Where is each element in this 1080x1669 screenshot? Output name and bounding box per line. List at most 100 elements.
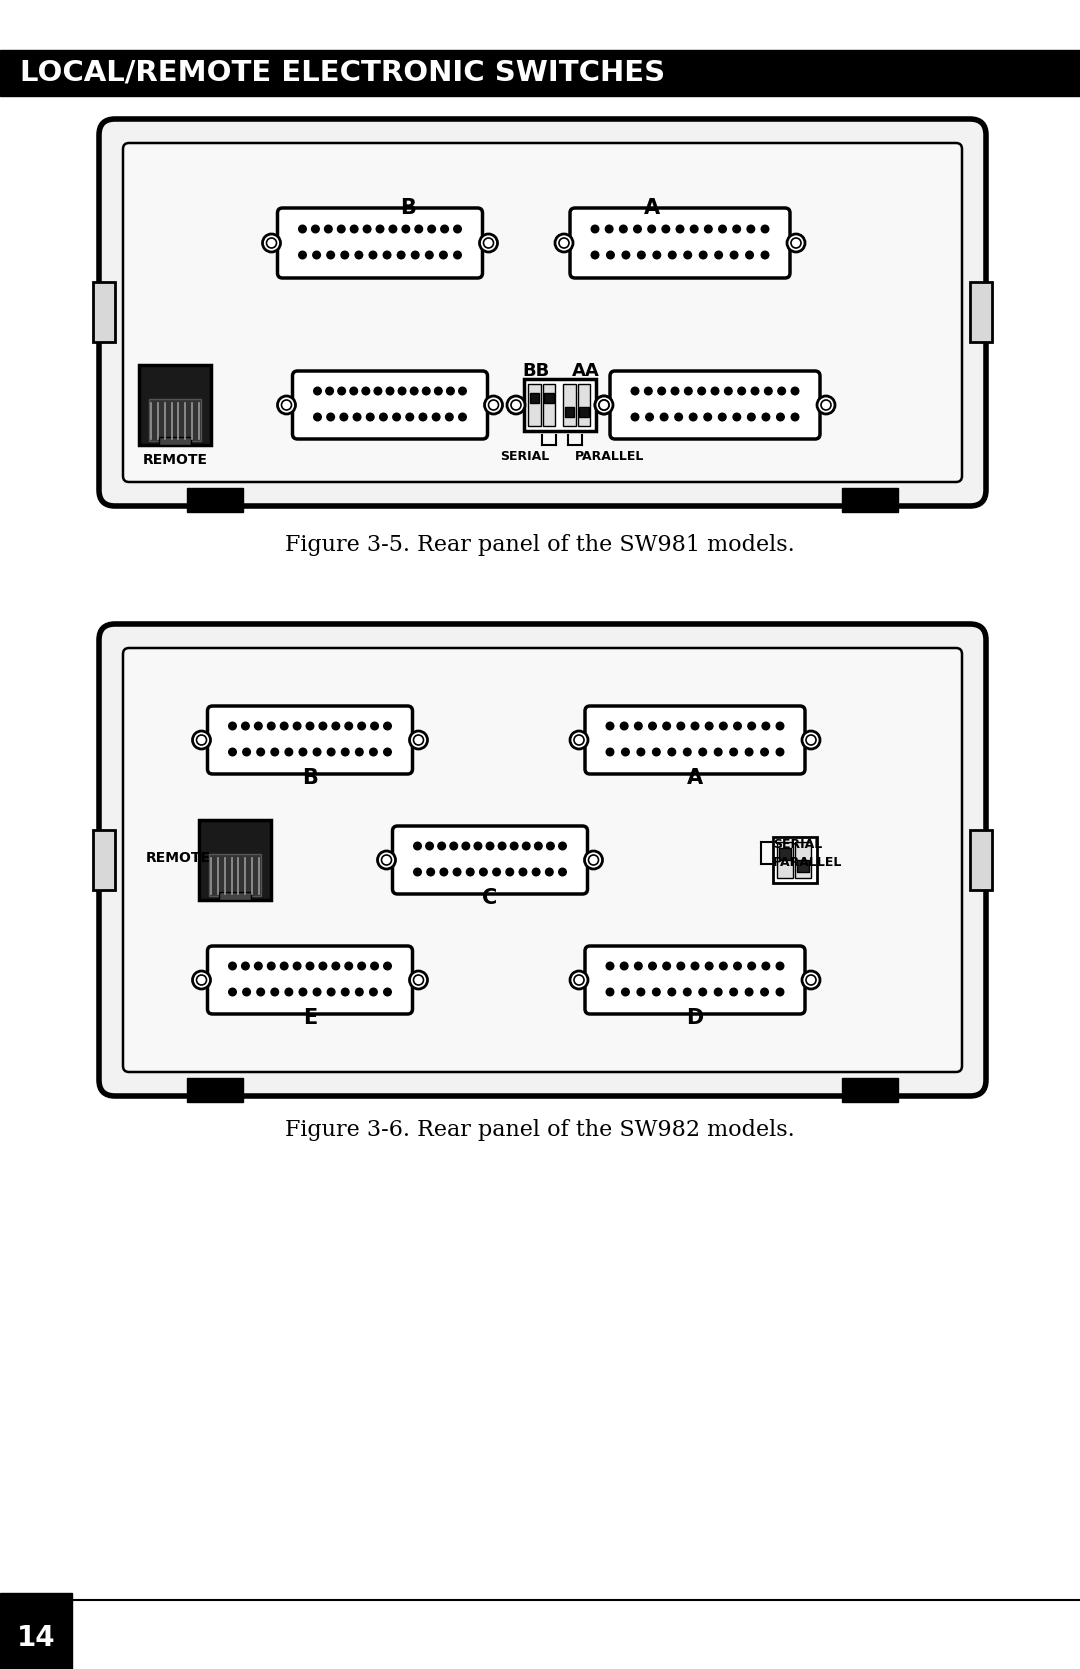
Circle shape <box>523 843 530 850</box>
Circle shape <box>653 252 661 259</box>
Text: E: E <box>302 1008 318 1028</box>
Circle shape <box>689 414 697 421</box>
Circle shape <box>733 723 741 729</box>
Circle shape <box>229 963 237 970</box>
Circle shape <box>383 252 391 259</box>
Circle shape <box>242 963 249 970</box>
Circle shape <box>229 748 237 756</box>
Circle shape <box>379 414 388 421</box>
Circle shape <box>294 723 301 729</box>
Circle shape <box>648 225 656 232</box>
Circle shape <box>370 963 378 970</box>
Circle shape <box>454 225 461 232</box>
Circle shape <box>787 234 805 252</box>
Circle shape <box>511 401 521 411</box>
Circle shape <box>631 387 638 396</box>
Bar <box>565 407 573 417</box>
Circle shape <box>243 988 251 996</box>
Circle shape <box>414 734 423 744</box>
Circle shape <box>646 414 653 421</box>
Circle shape <box>705 963 713 970</box>
Circle shape <box>606 225 613 232</box>
Circle shape <box>762 723 770 729</box>
Text: AA: AA <box>572 362 599 381</box>
Circle shape <box>319 723 327 729</box>
Circle shape <box>730 748 738 756</box>
Bar <box>777 841 793 878</box>
Circle shape <box>341 252 349 259</box>
Bar <box>149 399 201 441</box>
Circle shape <box>725 387 732 396</box>
Circle shape <box>422 387 430 396</box>
Circle shape <box>324 225 333 232</box>
Circle shape <box>705 723 713 729</box>
Bar <box>187 1078 243 1102</box>
Circle shape <box>197 975 206 985</box>
Circle shape <box>765 387 772 396</box>
Text: Figure 3-5. Rear panel of the SW981 models.: Figure 3-5. Rear panel of the SW981 mode… <box>285 534 795 556</box>
Circle shape <box>257 988 265 996</box>
Bar <box>578 384 590 426</box>
Circle shape <box>383 988 391 996</box>
Circle shape <box>363 225 370 232</box>
Circle shape <box>362 387 369 396</box>
Circle shape <box>285 748 293 756</box>
Circle shape <box>791 239 801 249</box>
Circle shape <box>777 748 784 756</box>
Circle shape <box>745 988 753 996</box>
Bar <box>544 392 554 402</box>
Bar <box>210 855 261 896</box>
Bar <box>529 392 539 402</box>
Circle shape <box>446 414 454 421</box>
Circle shape <box>484 239 494 249</box>
Circle shape <box>761 225 769 232</box>
Circle shape <box>777 988 784 996</box>
Circle shape <box>718 414 726 421</box>
Circle shape <box>427 868 434 876</box>
Circle shape <box>229 988 237 996</box>
Bar <box>528 384 540 426</box>
Circle shape <box>374 387 381 396</box>
Circle shape <box>255 723 262 729</box>
Circle shape <box>691 723 699 729</box>
Circle shape <box>691 963 699 970</box>
Circle shape <box>662 225 670 232</box>
Circle shape <box>733 414 741 421</box>
Circle shape <box>378 851 395 870</box>
Text: BB: BB <box>523 362 550 381</box>
Circle shape <box>485 396 502 414</box>
Circle shape <box>397 252 405 259</box>
FancyBboxPatch shape <box>99 624 986 1097</box>
Circle shape <box>281 723 288 729</box>
Circle shape <box>635 963 643 970</box>
Circle shape <box>414 868 421 876</box>
Circle shape <box>663 963 671 970</box>
Bar <box>970 829 993 890</box>
Circle shape <box>778 387 785 396</box>
Circle shape <box>555 234 573 252</box>
Circle shape <box>700 252 707 259</box>
Circle shape <box>381 855 391 865</box>
Circle shape <box>369 988 377 996</box>
Circle shape <box>376 225 383 232</box>
Circle shape <box>658 387 665 396</box>
Circle shape <box>606 748 613 756</box>
Circle shape <box>454 252 461 259</box>
Bar <box>139 366 211 446</box>
Circle shape <box>426 843 433 850</box>
Circle shape <box>282 401 292 411</box>
Circle shape <box>243 748 251 756</box>
Circle shape <box>341 988 349 996</box>
FancyBboxPatch shape <box>207 946 413 1015</box>
Circle shape <box>663 723 671 729</box>
Circle shape <box>622 252 630 259</box>
Circle shape <box>411 252 419 259</box>
Circle shape <box>532 868 540 876</box>
Circle shape <box>366 414 374 421</box>
Circle shape <box>762 414 770 421</box>
Circle shape <box>402 225 409 232</box>
Circle shape <box>337 225 345 232</box>
Circle shape <box>341 748 349 756</box>
FancyBboxPatch shape <box>585 946 805 1015</box>
Circle shape <box>671 387 679 396</box>
